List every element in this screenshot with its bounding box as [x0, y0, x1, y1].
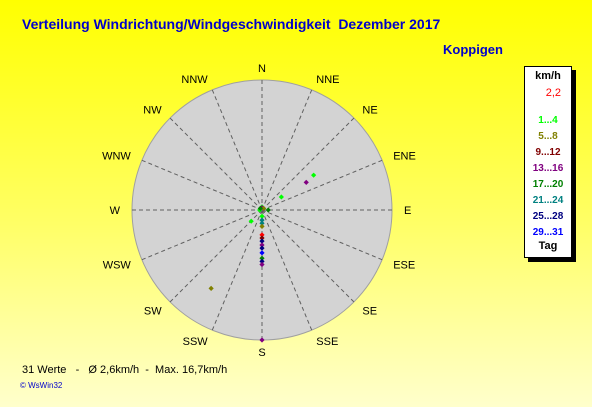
spoke-ssw [211, 209, 263, 331]
data-point [259, 217, 265, 223]
direction-label-ene: ENE [393, 151, 416, 163]
data-point [259, 223, 265, 229]
spoke-se [261, 209, 355, 303]
legend-calm-value: 2,2 [545, 87, 561, 99]
chart-title: Verteilung Windrichtung/Windgeschwindigk… [22, 16, 441, 32]
spoke-nnw [211, 89, 263, 211]
direction-label-nw: NW [143, 105, 162, 117]
legend-bin: 9...12 [535, 147, 561, 158]
data-point [259, 220, 265, 226]
rose-spokes [132, 80, 392, 340]
data-point [259, 255, 265, 261]
data-point [259, 258, 265, 264]
legend-unit: km/h [535, 70, 561, 82]
data-point [259, 242, 265, 248]
direction-label-wnw: WNW [102, 151, 131, 163]
direction-label-ssw: SSW [183, 336, 209, 348]
spoke-ne [261, 117, 355, 211]
spoke-sse [261, 209, 313, 331]
spoke-wnw [141, 159, 263, 211]
legend-bin: 29...31 [532, 227, 564, 238]
direction-label-ne: NE [362, 105, 377, 117]
data-point [311, 172, 317, 178]
data-point [259, 337, 265, 343]
data-point [259, 261, 265, 268]
legend-bin: 25...28 [532, 211, 564, 222]
summary-footer: 31 Werte - Ø 2,6km/h - Max. 16,7km/h [22, 364, 228, 376]
spoke-ese [261, 209, 383, 261]
data-point [278, 194, 284, 200]
speed-legend: km/h 2,2 Tag 1...4 5...8 9...12 13...16 17..… [524, 66, 572, 258]
legend-bin: 13...16 [532, 163, 564, 174]
direction-labels: N NNE NE ENE E ESE SE SSE S SSW SW WSW W WNW NW NNW [102, 63, 416, 359]
data-point [303, 179, 309, 185]
direction-label-n: N [258, 63, 266, 75]
data-point [265, 207, 271, 213]
station-name: Koppigen [443, 42, 503, 57]
spoke-nw [169, 117, 263, 211]
direction-label-w: W [110, 205, 121, 217]
direction-label-nne: NNE [316, 74, 339, 86]
legend-bin: 17...20 [532, 179, 564, 190]
data-point [259, 245, 265, 251]
legend-bin: 1...4 [538, 115, 558, 126]
data-points [208, 172, 317, 343]
spoke-nne [261, 89, 313, 211]
direction-label-sse: SSE [316, 336, 338, 348]
spoke-wsw [141, 209, 263, 261]
data-point [257, 205, 263, 211]
data-point [259, 238, 265, 244]
legend-bin: 21...24 [532, 195, 564, 206]
legend-bin: 5...8 [538, 131, 558, 142]
data-point [259, 235, 265, 241]
direction-label-ese: ESE [393, 259, 415, 271]
data-point [259, 213, 265, 219]
spoke-sw [169, 209, 263, 303]
direction-label-sw: SW [144, 305, 162, 317]
direction-label-nnw: NNW [181, 74, 208, 86]
direction-label-s: S [258, 347, 265, 359]
data-point [208, 285, 214, 291]
copyright-notice: © WsWin32 [20, 381, 63, 390]
legend-tag: Tag [538, 240, 558, 252]
direction-label-wsw: WSW [103, 259, 132, 271]
data-point [261, 205, 267, 211]
data-point [248, 218, 254, 224]
data-point [259, 250, 265, 256]
direction-label-se: SE [362, 305, 377, 317]
spoke-ene [261, 159, 383, 211]
direction-label-e: E [404, 205, 411, 217]
data-point [259, 232, 265, 238]
